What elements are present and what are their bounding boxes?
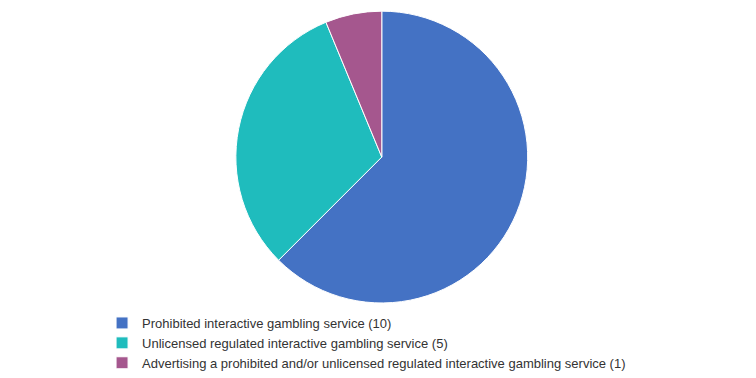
svg-text:Prohibited interactive gamblin: Prohibited interactive gambling service … [142,316,391,331]
svg-text:Advertising a prohibited and/o: Advertising a prohibited and/or unlicens… [142,356,625,371]
svg-text:Unlicensed regulated interacti: Unlicensed regulated interactive gamblin… [142,336,448,351]
